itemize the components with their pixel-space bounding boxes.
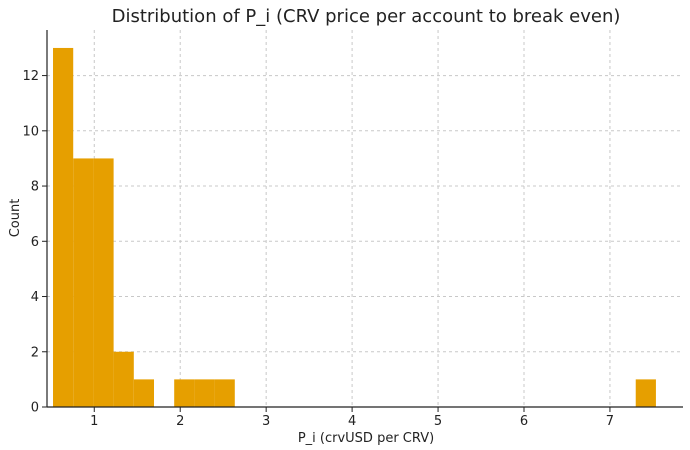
- histogram-bar: [113, 351, 134, 407]
- x-tick-label: 3: [262, 414, 270, 429]
- y-tick-label: 12: [22, 69, 39, 84]
- histogram-bar: [214, 379, 235, 407]
- axes-group: [46, 30, 683, 408]
- histogram-bar: [194, 379, 215, 407]
- histogram-bar: [93, 158, 114, 407]
- x-tick-label: 6: [520, 414, 528, 429]
- x-axis-label: P_i (crvUSD per CRV): [298, 431, 434, 446]
- histogram-bar: [53, 47, 74, 407]
- histogram-bar: [174, 379, 195, 407]
- x-tick-label: 5: [434, 414, 442, 429]
- y-tick-label: 4: [31, 290, 39, 305]
- x-tick-label: 2: [176, 414, 184, 429]
- y-tick-label: 6: [31, 235, 39, 250]
- grid-lines: [47, 30, 683, 407]
- y-tick-label: 10: [22, 124, 39, 139]
- y-tick-label: 8: [31, 180, 39, 195]
- histogram-bar: [133, 379, 155, 407]
- y-tick-label: 2: [31, 345, 39, 360]
- y-tick-label: 0: [31, 401, 39, 416]
- x-tick-label: 7: [606, 414, 614, 429]
- chart-title: Distribution of P_i (CRV price per accou…: [112, 6, 621, 27]
- histogram-bar: [73, 158, 94, 407]
- x-tick-label: 4: [348, 414, 356, 429]
- x-tick-label: 1: [90, 414, 98, 429]
- bars-group: [53, 47, 656, 407]
- histogram-bar: [635, 379, 656, 407]
- y-axis-label: Count: [8, 199, 23, 238]
